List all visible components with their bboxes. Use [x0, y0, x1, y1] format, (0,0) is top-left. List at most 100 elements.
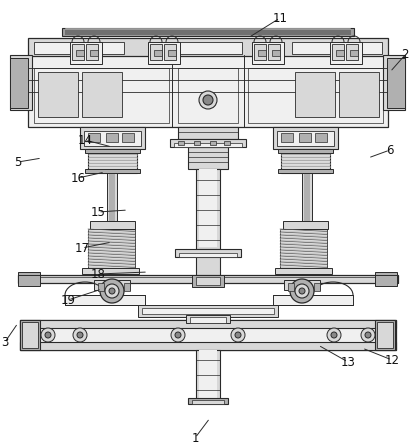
Bar: [314, 283, 320, 291]
Bar: [188, 147, 228, 169]
Bar: [85, 169, 140, 173]
Bar: [295, 72, 335, 117]
Circle shape: [73, 328, 87, 342]
Bar: [28, 55, 388, 127]
Text: 5: 5: [14, 155, 22, 169]
Bar: [273, 295, 353, 305]
Bar: [142, 308, 274, 314]
Bar: [10, 58, 28, 108]
Bar: [18, 272, 40, 286]
Circle shape: [203, 95, 213, 105]
Bar: [107, 173, 117, 221]
Circle shape: [327, 328, 341, 342]
Bar: [375, 320, 395, 350]
Bar: [85, 149, 140, 153]
Bar: [186, 315, 230, 323]
Bar: [168, 50, 176, 56]
Bar: [283, 221, 328, 229]
Bar: [336, 50, 344, 56]
Bar: [106, 133, 118, 142]
Bar: [258, 50, 266, 56]
Bar: [210, 141, 216, 145]
Text: 15: 15: [90, 206, 105, 218]
Bar: [70, 42, 102, 64]
Bar: [350, 50, 358, 56]
Bar: [302, 173, 312, 221]
Bar: [192, 275, 224, 287]
Bar: [299, 133, 311, 142]
Bar: [278, 169, 333, 173]
Bar: [275, 268, 332, 274]
Bar: [178, 127, 238, 139]
Bar: [339, 72, 379, 117]
Bar: [170, 139, 246, 147]
Bar: [377, 322, 393, 348]
Bar: [109, 173, 115, 221]
Bar: [178, 68, 238, 123]
Text: 19: 19: [61, 293, 76, 306]
Bar: [199, 169, 217, 247]
Bar: [273, 127, 338, 149]
Bar: [375, 272, 397, 286]
Circle shape: [295, 284, 309, 298]
Bar: [90, 221, 135, 229]
Bar: [224, 141, 230, 145]
Bar: [18, 275, 398, 283]
Bar: [80, 127, 145, 149]
Bar: [280, 229, 327, 268]
Bar: [38, 72, 78, 117]
Bar: [277, 131, 334, 146]
Circle shape: [175, 332, 181, 338]
Bar: [62, 28, 354, 36]
Bar: [28, 38, 388, 56]
Text: 3: 3: [1, 336, 9, 349]
Bar: [330, 42, 362, 64]
Bar: [138, 305, 278, 317]
Bar: [72, 44, 84, 60]
Bar: [278, 149, 333, 153]
Bar: [20, 320, 396, 328]
Bar: [150, 44, 162, 60]
Bar: [292, 42, 382, 54]
Circle shape: [109, 288, 115, 294]
Bar: [122, 133, 134, 142]
Text: 16: 16: [71, 171, 85, 185]
Bar: [10, 55, 32, 110]
Circle shape: [77, 332, 83, 338]
Bar: [94, 280, 130, 290]
Circle shape: [290, 279, 314, 303]
Bar: [281, 149, 330, 173]
Bar: [164, 44, 176, 60]
Bar: [346, 44, 358, 60]
Text: 12: 12: [385, 353, 400, 366]
Circle shape: [100, 279, 124, 303]
Bar: [174, 42, 242, 54]
Bar: [76, 50, 84, 56]
Bar: [82, 268, 139, 274]
Bar: [315, 133, 327, 142]
Bar: [148, 42, 180, 64]
Circle shape: [231, 328, 245, 342]
Bar: [196, 277, 220, 285]
Bar: [194, 141, 200, 145]
Bar: [88, 229, 135, 268]
Text: 11: 11: [273, 12, 288, 24]
Bar: [88, 149, 137, 173]
Bar: [178, 141, 184, 145]
Bar: [196, 350, 220, 400]
Text: 18: 18: [90, 267, 105, 281]
Bar: [192, 400, 224, 404]
Circle shape: [171, 328, 185, 342]
Text: 13: 13: [341, 356, 355, 369]
Text: 17: 17: [75, 242, 90, 254]
Circle shape: [361, 328, 375, 342]
Text: 1: 1: [191, 432, 199, 444]
Bar: [199, 350, 217, 398]
Bar: [179, 253, 237, 257]
Circle shape: [331, 332, 337, 338]
Bar: [20, 320, 396, 350]
Bar: [196, 257, 220, 277]
Circle shape: [45, 332, 51, 338]
Bar: [272, 50, 280, 56]
Bar: [383, 55, 405, 110]
